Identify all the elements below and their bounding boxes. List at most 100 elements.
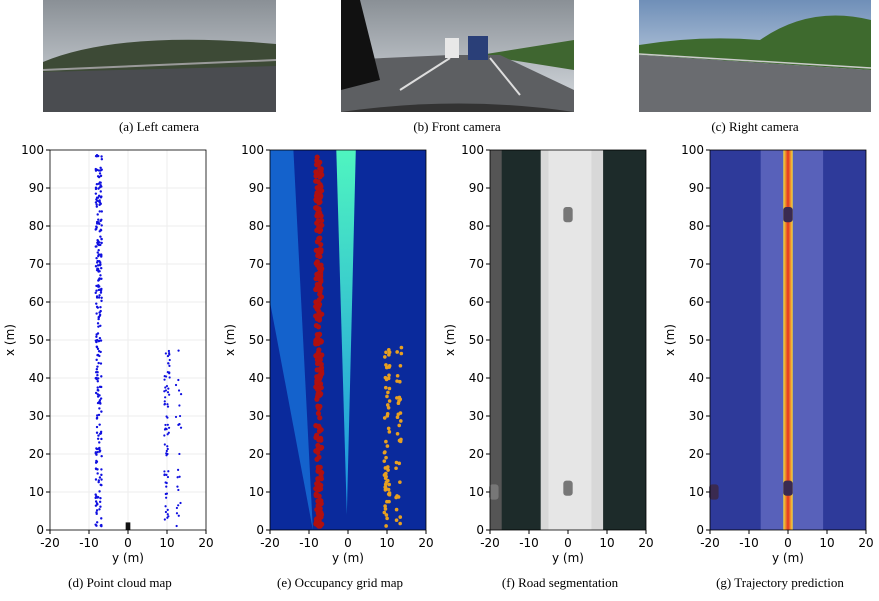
point	[99, 291, 103, 294]
point	[99, 202, 102, 206]
point	[318, 391, 324, 397]
point	[386, 468, 390, 472]
point	[97, 218, 100, 221]
point	[385, 394, 389, 399]
point	[96, 472, 99, 475]
point	[396, 401, 401, 406]
point	[316, 200, 322, 206]
point	[163, 473, 166, 477]
point	[313, 339, 319, 345]
point	[98, 476, 102, 479]
point	[386, 347, 391, 352]
point	[386, 478, 390, 483]
point	[96, 386, 99, 389]
y-tick-label: 40	[469, 371, 484, 385]
panel-caption: (e) Occupancy grid map	[277, 575, 403, 590]
point	[96, 243, 100, 246]
point	[318, 361, 324, 367]
y-tick-label: 70	[249, 257, 264, 271]
point	[398, 515, 403, 519]
y-tick-label: 40	[689, 371, 704, 385]
ego-vehicle	[125, 522, 131, 530]
point	[317, 210, 323, 216]
point	[315, 410, 322, 416]
x-tick-label: -10	[519, 536, 539, 550]
point	[99, 496, 102, 500]
point	[383, 485, 388, 490]
y-tick-label: 10	[689, 485, 704, 499]
point	[383, 450, 387, 454]
x-tick-label: -20	[700, 536, 720, 550]
point	[395, 431, 400, 436]
y-tick-label: 10	[29, 485, 44, 499]
point	[166, 391, 170, 394]
point	[97, 434, 100, 437]
point	[95, 335, 98, 338]
point	[95, 183, 99, 186]
point	[316, 281, 323, 288]
point	[97, 325, 100, 328]
point	[166, 447, 169, 451]
point	[96, 168, 99, 172]
point	[167, 349, 170, 353]
point	[383, 476, 388, 480]
y-tick-label: 60	[689, 295, 704, 309]
panel-caption: (d) Point cloud map	[68, 575, 172, 590]
point	[383, 466, 388, 470]
point	[168, 364, 171, 367]
point	[166, 433, 169, 436]
point	[95, 256, 98, 260]
point	[165, 375, 168, 378]
point	[95, 338, 99, 342]
point	[94, 452, 97, 455]
point	[398, 439, 403, 444]
point	[98, 407, 101, 410]
point	[96, 437, 100, 440]
point	[95, 302, 98, 305]
point	[97, 175, 101, 179]
point	[96, 332, 100, 335]
point	[317, 354, 323, 361]
point	[99, 274, 102, 277]
point	[99, 174, 103, 178]
x-tick-label: 0	[784, 536, 792, 550]
point	[95, 502, 99, 505]
vehicle	[709, 484, 719, 500]
point	[96, 322, 100, 325]
point	[99, 190, 102, 193]
point	[168, 393, 171, 396]
y-tick-label: 100	[461, 143, 484, 157]
x-axis-label: y (m)	[552, 551, 584, 565]
point	[99, 397, 103, 400]
point	[95, 459, 98, 463]
point	[313, 303, 319, 310]
point	[95, 155, 99, 158]
free-space	[270, 150, 313, 530]
point	[98, 313, 102, 317]
y-tick-label: 70	[689, 257, 704, 271]
point	[387, 492, 392, 497]
y-tick-label: 30	[689, 409, 704, 423]
point	[96, 380, 99, 383]
point	[167, 515, 170, 518]
point	[397, 423, 402, 428]
camera-caption: (a) Left camera	[119, 119, 199, 134]
point	[177, 349, 180, 352]
point	[97, 480, 100, 484]
point	[384, 524, 388, 528]
point	[165, 449, 168, 453]
panel-caption: (g) Trajectory prediction	[716, 575, 844, 590]
y-tick-label: 80	[469, 219, 484, 233]
point	[100, 483, 103, 487]
point	[95, 425, 99, 429]
point	[175, 512, 179, 515]
point	[177, 504, 180, 507]
point	[174, 415, 178, 419]
x-tick-label: 10	[819, 536, 834, 550]
x-tick-label: 10	[159, 536, 174, 550]
point	[96, 414, 99, 417]
point	[99, 243, 102, 247]
point	[166, 513, 169, 516]
x-axis-label: y (m)	[332, 551, 364, 565]
point	[163, 443, 166, 446]
